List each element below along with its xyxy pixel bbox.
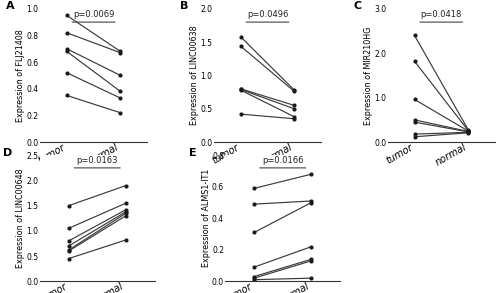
Text: p=0.0166: p=0.0166 xyxy=(262,156,304,165)
Text: C: C xyxy=(354,1,362,11)
Text: A: A xyxy=(6,1,15,11)
Text: D: D xyxy=(4,148,13,158)
Text: E: E xyxy=(189,148,196,158)
Y-axis label: Expression of LINC00638: Expression of LINC00638 xyxy=(190,25,199,125)
Text: p=0.0418: p=0.0418 xyxy=(420,11,462,19)
Y-axis label: Expression of LINC00648: Expression of LINC00648 xyxy=(16,168,25,268)
Text: B: B xyxy=(180,1,188,11)
Y-axis label: Expression of ALMS1-IT1: Expression of ALMS1-IT1 xyxy=(202,169,210,268)
Text: p=0.0069: p=0.0069 xyxy=(73,11,114,19)
Y-axis label: Expression of MIR210HG: Expression of MIR210HG xyxy=(364,26,373,125)
Text: p=0.0496: p=0.0496 xyxy=(247,11,288,19)
Text: p=0.0163: p=0.0163 xyxy=(76,156,118,165)
Y-axis label: Expression of FLJ21408: Expression of FLJ21408 xyxy=(16,29,25,122)
